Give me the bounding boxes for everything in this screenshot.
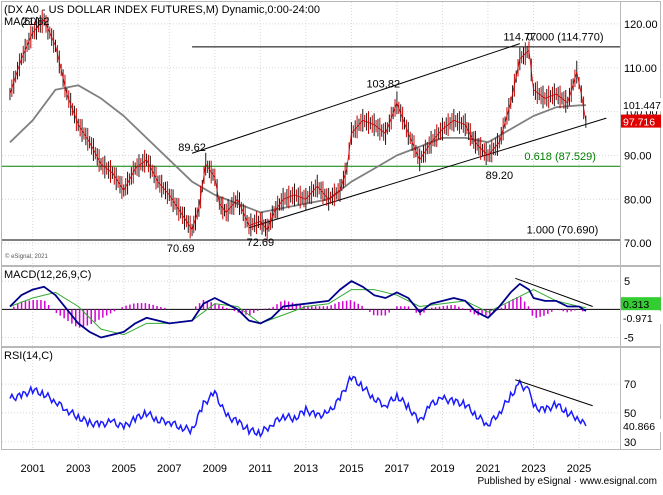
annotation-label: 114.77: [503, 32, 536, 44]
price-panel: 114.770.000 (114.770) 103.82 89.62 0.618 (8…: [2, 10, 620, 255]
annotation-label: 1.000 (70.690): [527, 224, 599, 236]
x-tick-label: 2015: [339, 463, 363, 475]
panel-frames: [1, 1, 661, 450]
rsi-title: RSI(14,C): [4, 350, 53, 362]
annotation-label: 89.20: [486, 170, 514, 182]
value-badges: 101.447 97.716 0.313 -0.971 40.866: [621, 98, 661, 433]
y-tick-label: 90.00: [624, 150, 652, 162]
rsi-trendline: [515, 379, 593, 407]
x-tick-label: 2001: [20, 463, 44, 475]
last-price-badge: 97.716: [623, 117, 655, 129]
annotation-label: 0.000 (114.770): [527, 32, 604, 44]
price-badge: 101.447: [623, 100, 661, 112]
x-tick-label: 2019: [430, 463, 454, 475]
y-tick-label: -5: [624, 333, 634, 345]
annotation-label: 0.618 (87.529): [524, 151, 596, 163]
x-tick-label: 2021: [476, 463, 500, 475]
last-price-badge-bg: [621, 114, 661, 128]
x-tick-label: 2009: [203, 463, 227, 475]
rsi-line: [9, 374, 587, 439]
ma-value: 21.82: [22, 16, 50, 28]
annotation-label: 72.69: [247, 237, 275, 249]
annotation-label: 70.69: [167, 243, 195, 255]
x-tick-label: 2003: [66, 463, 90, 475]
macd-title: MACD(12,26,9,C): [4, 269, 91, 281]
macd-signal-line: [9, 289, 586, 336]
ma-label: MA(60): [4, 16, 40, 28]
y-tick-label: 50: [624, 408, 636, 420]
price-panel-frame: [1, 1, 661, 266]
macd-badge: 0.313: [623, 299, 649, 311]
x-tick-label: 2007: [157, 463, 181, 475]
price-chart-title: (DX A0 - US DOLLAR INDEX FUTURES,M) Dyna…: [4, 4, 320, 16]
price-badge-bg: [621, 98, 661, 112]
x-tick-label: 2011: [249, 463, 273, 475]
footer-credit: Published by eSignal · www.esignal.com: [477, 476, 657, 487]
annotation-label: 103.82: [366, 78, 400, 90]
x-tick-label: 2023: [521, 463, 545, 475]
macd-trendline: [515, 277, 593, 307]
rsi-panel: [9, 374, 593, 439]
y-tick-label: 80.00: [624, 194, 652, 206]
macd-badge-bg: [621, 297, 661, 311]
macd-line: [9, 280, 587, 339]
price-line: [9, 19, 587, 231]
x-tick-label: 2005: [112, 463, 136, 475]
x-tick-label: 2013: [294, 463, 318, 475]
signal-badge: -0.971: [623, 313, 653, 325]
y-tick-label: 110.00: [624, 63, 657, 75]
channel-line: [191, 43, 521, 154]
x-tick-label: 2017: [385, 463, 409, 475]
macd-panel: [2, 277, 620, 339]
y-tick-label: 70: [624, 379, 636, 391]
rsi-panel-frame: [1, 347, 661, 450]
y-tick-label: 70.00: [624, 238, 652, 250]
rsi-badge-bg: [621, 419, 661, 433]
y-tick-label: 5: [624, 276, 630, 288]
rsi-badge: 40.866: [623, 421, 655, 433]
copyright-text: © eSignal, 2021: [5, 253, 48, 260]
annotation-label: 89.62: [178, 142, 206, 154]
y-tick-label: 120.00: [624, 19, 658, 31]
channel-line: [248, 117, 607, 229]
x-tick-label: 2025: [567, 463, 591, 475]
y-tick-label: 30: [624, 437, 636, 449]
signal-badge-bg: [621, 311, 661, 325]
x-axis-ticks: 2001 2003 2005 2007 2009 2011 2013 2015 2017 2019…: [20, 463, 591, 475]
